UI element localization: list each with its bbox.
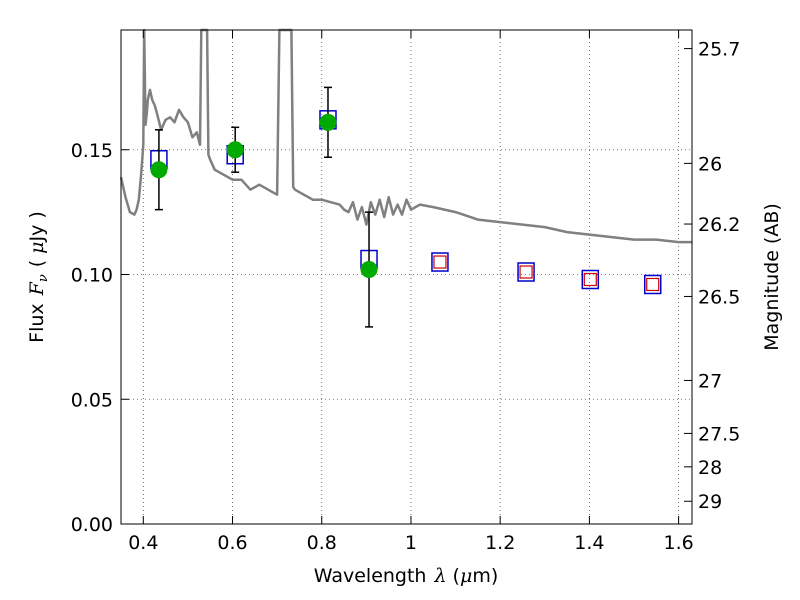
x-tick-label: 1.4	[574, 532, 604, 554]
blue-square-marker	[643, 274, 662, 295]
red-square-marker	[433, 255, 447, 269]
y-axis-title: FluxFν(μJy )	[26, 211, 51, 343]
mag-tick-label: 25.7	[698, 39, 740, 61]
x-tick-label: 0.4	[128, 532, 158, 554]
x-tick-label: 0.8	[307, 532, 337, 554]
mag-tick-label: 26.5	[698, 286, 740, 308]
blue-square-marker	[581, 269, 600, 290]
green-circle-marker	[150, 161, 168, 179]
x-axis-title: Wavelength λ (μm)	[314, 565, 498, 587]
axis-ticks: 0.4 0.6 0.8 1 1.2 1.4 1.6 0.00 0.05 0.10 0.15 25.7 2…	[71, 30, 740, 554]
x-tick-label: 1	[405, 532, 417, 554]
x-tick-label: 1.2	[485, 532, 515, 554]
blue-square-marker	[517, 262, 535, 282]
mag-tick-label: 28	[698, 457, 722, 479]
y-tick-label: 0.10	[71, 265, 113, 287]
plot-frame	[120, 29, 693, 525]
mag-tick-label: 27	[698, 370, 722, 392]
red-square-marker	[519, 265, 533, 279]
photometry-markers	[150, 86, 662, 328]
red-square-marker	[583, 272, 597, 287]
green-circle-marker	[319, 113, 337, 131]
green-circle-marker	[226, 141, 244, 159]
green-circle-marker	[360, 261, 378, 279]
x-tick-label: 1.6	[664, 532, 694, 554]
red-square-marker	[646, 277, 660, 292]
right-axis-title: Magnitude (AB)	[761, 203, 783, 351]
mag-tick-label: 27.5	[698, 423, 740, 445]
y-tick-label: 0.15	[71, 140, 113, 162]
mag-tick-label: 26.2	[698, 214, 740, 236]
x-tick-label: 0.6	[217, 532, 247, 554]
mag-tick-label: 29	[698, 491, 722, 513]
y-tick-label: 0.00	[71, 514, 113, 536]
mag-tick-label: 26	[698, 153, 722, 175]
blue-square-marker	[431, 252, 449, 272]
y-tick-label: 0.05	[71, 389, 113, 411]
